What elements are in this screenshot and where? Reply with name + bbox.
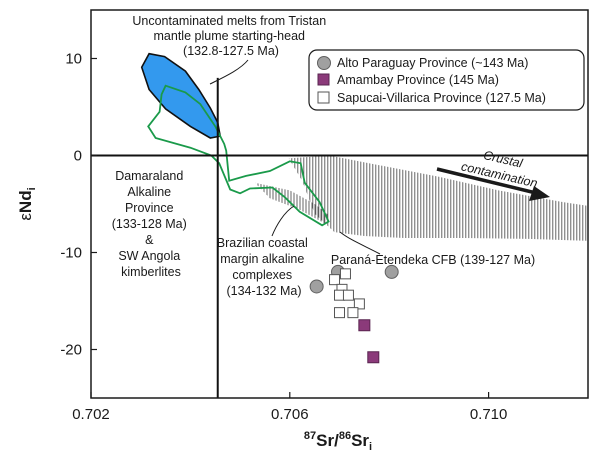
annotation-damaraland-line-5: & [145,233,154,247]
point-series-0-0 [309,279,324,294]
legend-box [308,49,585,111]
annotation-damaraland-line-6: SW Angola [118,249,180,263]
plot-frame [90,9,589,399]
legend-marker-alto-paraguay [317,56,331,70]
x-tick-label-2: 0.710 [470,406,508,423]
y-tick-label-2: -10 [60,245,82,262]
x-axis-title-sr2: Sr [351,431,369,450]
y-tick-label-0: 10 [65,51,82,68]
legend-label-amambay: Amambay Province (145 Ma) [337,73,499,87]
annotation-tristan: Uncontaminated melts from Tristan mantle… [132,14,329,58]
y-axis-title-sub-i: i [26,187,38,190]
annotation-brazilian-line-2: margin alkaline [220,252,304,266]
y-axis-title: εNdi [16,187,38,220]
annotation-tristan-line-1: Uncontaminated melts from Tristan [132,14,326,28]
annotation-brazilian-line-4: (134-132 Ma) [226,284,301,298]
annotation-tristan-line-3: (132.8-127.5 Ma) [183,44,279,58]
point-series-2-7 [347,307,359,319]
point-series-1-0 [358,319,371,332]
y-tick-label-3: -20 [60,342,82,359]
legend: Alto Paraguay Province (~143 Ma) Amambay… [308,49,585,111]
annotation-parana: Paraná-Etendeka CFB (139-127 Ma) [331,253,535,267]
damaraland-field [147,84,330,227]
legend-label-sapucai: Sapucai-Villarica Province (127.5 Ma) [337,91,546,105]
x-axis-title-sup-86: 86 [339,430,351,442]
x-axis-title-sr: Sr/ [316,431,339,450]
x-tick-label-0: 0.702 [72,406,110,423]
annotation-brazilian-line-3: complexes [232,268,292,282]
annotation-damaraland-line-1: Damaraland [115,169,183,183]
annotation-damaraland: Damaraland Alkaline Province (133-128 Ma… [112,169,191,279]
annotation-brazilian-line-1: Brazilian coastal [217,236,308,250]
point-series-2-0 [329,274,341,286]
annotation-brazilian: Brazilian coastal margin alkaline comple… [217,236,312,298]
reference-lines [91,77,588,398]
annotation-tristan-leader [209,59,249,85]
x-axis-title: 87Sr/86Sri [304,430,372,453]
y-tick-label-1: 0 [74,148,82,165]
point-series-2-6 [334,307,345,319]
annotation-parana-leader [339,231,381,255]
annotation-damaraland-line-2: Alkaline [127,185,171,199]
point-series-1-1 [367,351,380,364]
x-tick-label-1: 0.706 [271,406,309,423]
crustal-arrow [436,167,550,201]
legend-label-alto-paraguay: Alto Paraguay Province (~143 Ma) [337,56,528,70]
point-series-2-4 [342,289,354,301]
data-points [309,264,399,364]
legend-marker-amambay [317,73,330,86]
y-axis-title-nd: Nd [16,190,35,213]
point-series-0-2 [384,264,399,279]
annotation-damaraland-line-7: kimberlites [121,265,181,279]
x-axis-title-sup-87: 87 [304,430,316,442]
y-axis-title-epsilon: ε [16,213,35,221]
point-series-2-1 [339,268,351,280]
annotation-tristan-line-2: mantle plume starting-head [154,29,306,43]
annotation-brazilian-leader [271,205,295,237]
annotation-damaraland-line-3: Province [125,201,174,215]
annotation-damaraland-line-4: (133-128 Ma) [112,217,187,231]
legend-marker-sapucai [317,91,330,104]
point-series-2-5 [353,298,365,310]
x-axis-title-sub-i: i [369,441,372,453]
axis-ticks: 0.702 0.706 0.710 10 0 -10 -20 [60,51,507,424]
